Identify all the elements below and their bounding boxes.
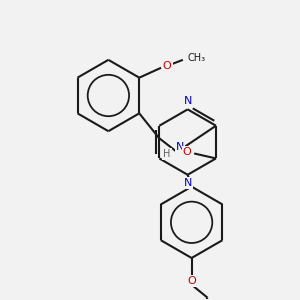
Text: N: N [184, 178, 192, 188]
Text: CH₃: CH₃ [188, 53, 206, 63]
Text: N: N [176, 142, 184, 152]
Text: O: O [183, 148, 192, 158]
Text: N: N [184, 97, 192, 106]
Text: O: O [163, 61, 171, 71]
Text: H: H [163, 149, 171, 159]
Text: O: O [187, 276, 196, 286]
